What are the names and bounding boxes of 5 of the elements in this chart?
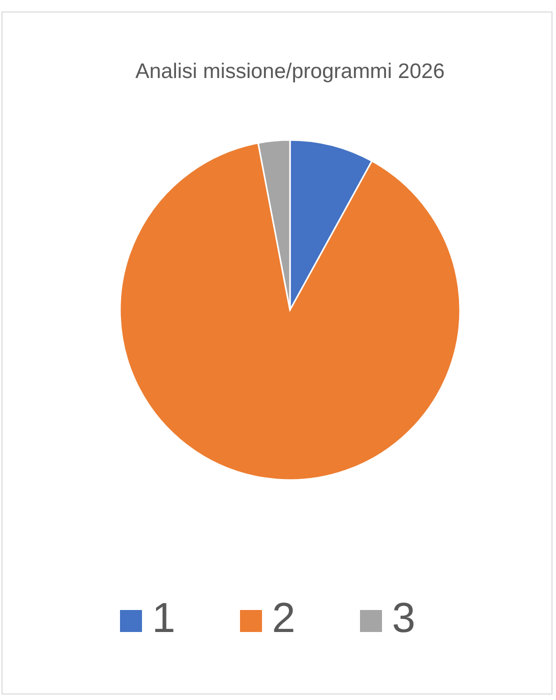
- pie-slice: [119, 142, 461, 481]
- legend-label: 1: [152, 594, 176, 641]
- legend-label: 3: [392, 594, 416, 641]
- legend-label: 2: [272, 594, 296, 641]
- chart-title: Analisi missione/programmi 2026: [135, 60, 445, 83]
